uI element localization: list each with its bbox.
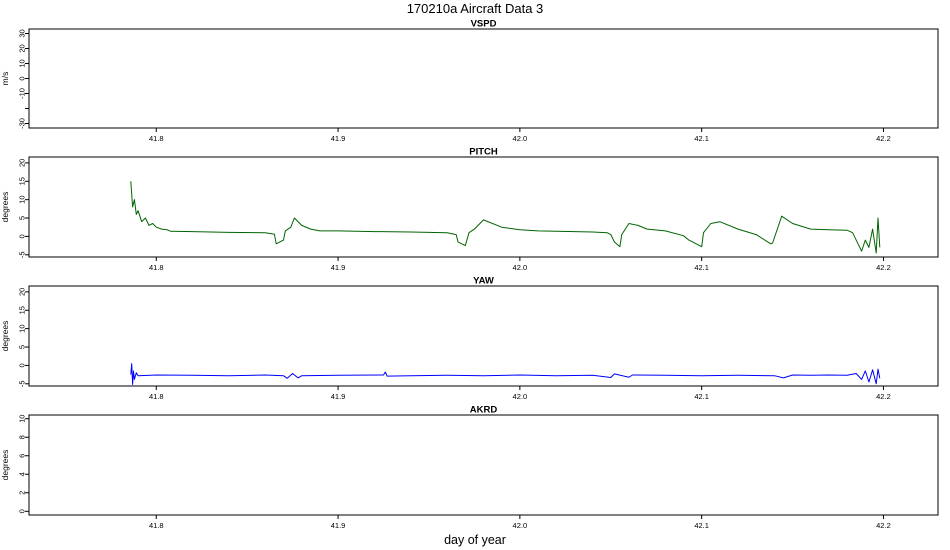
figure-title: 170210a Aircraft Data 3 — [407, 1, 544, 16]
y-tick-label: 20 — [18, 44, 27, 52]
y-tick-label: 5 — [18, 345, 27, 349]
x-tick-label: 42.0 — [513, 134, 528, 143]
plot-frame — [28, 414, 939, 516]
y-tick-label: 15 — [18, 306, 27, 314]
y-tick-label: 0 — [18, 76, 27, 80]
x-tick-label: 42.1 — [694, 521, 709, 530]
x-tick-label: 42.2 — [876, 134, 891, 143]
series-line — [130, 181, 881, 254]
y-tick-label: 0 — [18, 234, 27, 238]
y-tick-label: 20 — [18, 288, 27, 296]
y-tick-label: -5 — [18, 251, 27, 258]
plot-frame — [28, 156, 939, 258]
x-tick-label: 42.1 — [694, 263, 709, 272]
y-axis-label: degrees — [0, 450, 10, 481]
x-tick-label: 41.8 — [149, 521, 164, 530]
x-tick-label: 42.0 — [513, 521, 528, 530]
y-tick-label: 2 — [18, 491, 27, 495]
x-tick-label: 42.1 — [694, 392, 709, 401]
panel-title: YAW — [473, 276, 494, 287]
y-tick-label: 0 — [18, 363, 27, 367]
panel-title: VSPD — [471, 19, 497, 30]
y-tick-label: 0 — [17, 509, 26, 513]
panel-title: PITCH — [469, 147, 498, 158]
x-tick-label: 42.0 — [513, 392, 528, 401]
y-tick-label: 4 — [18, 472, 27, 476]
figure-xlabel: day of year — [444, 533, 506, 547]
y-tick-label: 6 — [18, 454, 27, 458]
x-tick-label: 41.9 — [331, 521, 346, 530]
x-tick-label: 42.1 — [694, 134, 709, 143]
y-tick-label: -5 — [18, 380, 27, 387]
y-tick-label: -30 — [18, 118, 27, 129]
y-tick-label: 10 — [18, 59, 27, 67]
y-tick-label: 20 — [18, 159, 27, 167]
series-line — [130, 363, 881, 385]
x-tick-label: 41.9 — [331, 263, 346, 272]
panel-yaw: YAW degrees -5 0 5 10 15 20 41.8 41.9 42.0 42.1 42.2 — [0, 276, 939, 401]
plot-frame — [28, 28, 939, 129]
x-tick-label: 42.2 — [876, 263, 891, 272]
y-tick-label: -10 — [18, 88, 27, 99]
y-tick-label: 30 — [18, 29, 27, 37]
x-tick-label: 42.0 — [513, 263, 528, 272]
y-axis-label: degrees — [0, 321, 10, 352]
x-tick-label: 42.2 — [876, 521, 891, 530]
x-tick-label: 41.8 — [149, 263, 164, 272]
panel-vspd: VSPD m/s -30 -10 0 10 20 30 41.8 41.9 42.0 42.1 42.2 — [0, 19, 939, 143]
y-tick-label: 10 — [18, 195, 27, 203]
plot-frame — [28, 285, 939, 387]
y-axis-label: m/s — [0, 72, 10, 86]
y-axis-label: degrees — [0, 192, 10, 223]
y-tick-label: 8 — [18, 435, 27, 439]
y-tick-label: 15 — [18, 177, 27, 185]
y-tick-label: 10 — [18, 415, 27, 423]
y-tick-label: 10 — [18, 324, 27, 332]
x-tick-label: 41.9 — [331, 134, 346, 143]
panel-akrd: AKRD degrees 0 2 4 6 8 10 41.8 41.9 42.0 42.1 42.2 — [0, 405, 939, 530]
x-tick-label: 41.8 — [149, 392, 164, 401]
x-tick-label: 42.2 — [876, 392, 891, 401]
x-tick-label: 41.8 — [149, 134, 164, 143]
x-tick-label: 41.9 — [331, 392, 346, 401]
y-tick-label: 5 — [18, 216, 27, 220]
panel-pitch: PITCH degrees -5 0 5 10 15 20 41.8 41.9 42.0 42.1 42… — [0, 147, 939, 272]
panel-title: AKRD — [470, 405, 498, 416]
